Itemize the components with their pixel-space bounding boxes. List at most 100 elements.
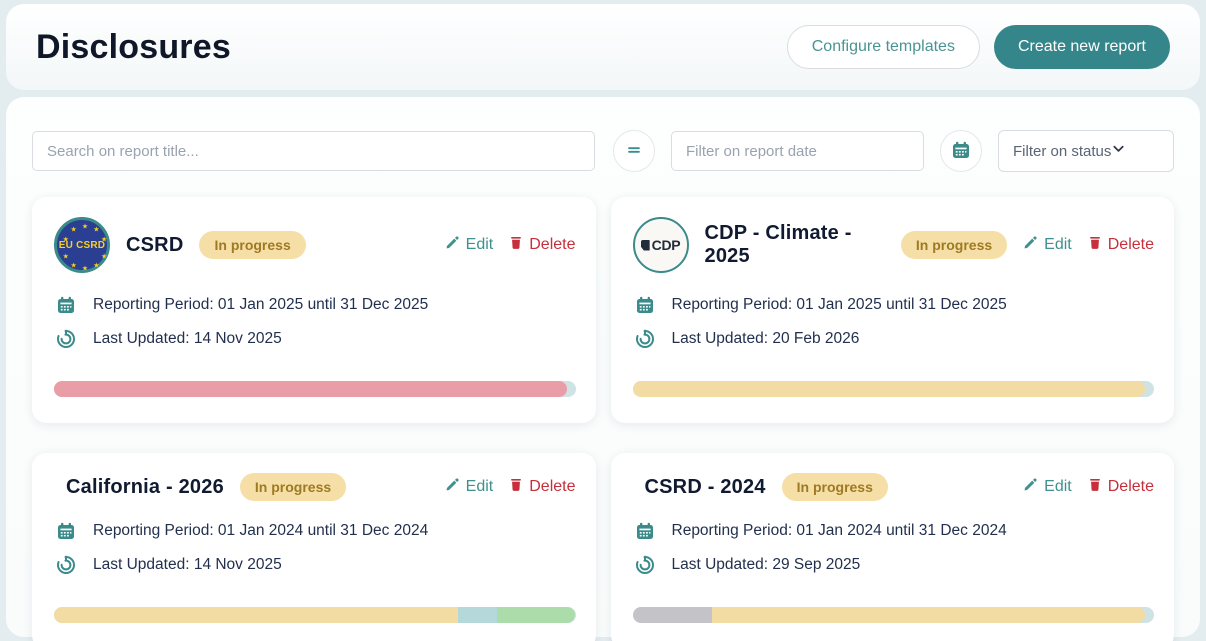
progress-bar (54, 607, 576, 623)
report-card-csrd: EU CSRD ★ ★ ★ ★ ★ ★ ★ ★ ★ ★ CSRD In progress Edit… (32, 197, 596, 423)
history-icon (56, 329, 76, 349)
status-badge: In progress (781, 473, 888, 501)
cdp-logo: CDP (632, 217, 689, 273)
eu-star-icon: ★ (62, 253, 69, 260)
eu-star-icon: ★ (70, 262, 77, 270)
edit-label: Edit (1044, 236, 1072, 253)
status-badge: In progress (239, 473, 347, 501)
eu-star-icon: ★ (101, 253, 108, 260)
reporting-period-row: Reporting Period: 01 Jan 2024 until 31 D… (54, 521, 576, 541)
status-filter-select[interactable]: Filter on status (998, 130, 1174, 172)
edit-button[interactable]: Edit (445, 477, 494, 497)
progress-bar (632, 381, 1154, 397)
delete-button[interactable]: Delete (509, 235, 576, 255)
trash-icon (1088, 477, 1102, 497)
edit-button[interactable]: Edit (445, 235, 494, 255)
pencil-icon (1023, 235, 1038, 255)
chevron-down-icon (1111, 141, 1126, 161)
eu-star-icon: ★ (101, 236, 108, 243)
reporting-period-text: Reporting Period: 01 Jan 2024 until 31 D… (671, 522, 1007, 539)
last-updated-row: Last Updated: 29 Sep 2025 (633, 555, 1155, 575)
eu-star-icon: ★ (62, 236, 69, 243)
last-updated-text: Last Updated: 14 Nov 2025 (93, 556, 282, 573)
date-filter-input[interactable] (671, 131, 924, 171)
progress-segment (712, 607, 1146, 623)
calendar-icon (951, 140, 971, 163)
report-card-csrd-2024: CSRD - 2024 In progress Edit Delete (610, 453, 1174, 641)
delete-label: Delete (529, 478, 576, 495)
progress-bar (632, 607, 1154, 623)
status-badge: In progress (900, 231, 1008, 259)
calendar-icon (56, 295, 76, 315)
date-filter-mode-button[interactable] (613, 130, 655, 172)
eu-csrd-logo: EU CSRD ★ ★ ★ ★ ★ ★ ★ ★ ★ ★ (54, 217, 110, 273)
edit-button[interactable]: Edit (1023, 235, 1072, 255)
progress-segment (632, 607, 713, 623)
eu-star-icon: ★ (81, 265, 89, 273)
delete-button[interactable]: Delete (1088, 477, 1154, 497)
progress-segment (458, 607, 498, 623)
progress-segment (497, 607, 576, 623)
card-title: CSRD (126, 233, 184, 256)
delete-label: Delete (529, 236, 576, 253)
last-updated-row: Last Updated: 14 Nov 2025 (54, 329, 576, 349)
delete-button[interactable]: Delete (1088, 235, 1154, 255)
eu-star-icon: ★ (81, 223, 89, 231)
pencil-icon (445, 235, 460, 255)
eu-star-icon: ★ (70, 226, 77, 234)
report-card-cdp-climate-2025: CDP CDP - Climate - 2025 In progress Edi… (610, 197, 1174, 423)
cdp-logo-text: CDP (651, 237, 681, 253)
configure-templates-button[interactable]: Configure templates (786, 25, 980, 69)
reporting-period-text: Reporting Period: 01 Jan 2024 until 31 D… (93, 522, 429, 539)
delete-label: Delete (1107, 236, 1154, 253)
progress-bar (54, 381, 576, 397)
status-badge: In progress (199, 231, 306, 259)
filter-row: Filter on status (32, 130, 1174, 172)
last-updated-text: Last Updated: 20 Feb 2026 (671, 330, 860, 347)
delete-button[interactable]: Delete (509, 477, 576, 497)
edit-button[interactable]: Edit (1023, 477, 1072, 497)
history-icon (635, 329, 655, 349)
reporting-period-text: Reporting Period: 01 Jan 2025 until 31 D… (93, 296, 429, 313)
pencil-icon (445, 477, 460, 497)
card-title: CDP - Climate - 2025 (704, 222, 852, 267)
delete-label: Delete (1107, 478, 1154, 495)
last-updated-text: Last Updated: 14 Nov 2025 (93, 330, 282, 347)
reporting-period-row: Reporting Period: 01 Jan 2025 until 31 D… (54, 295, 576, 315)
eu-star-icon: ★ (93, 226, 100, 234)
create-new-report-button[interactable]: Create new report (993, 25, 1170, 69)
reporting-period-text: Reporting Period: 01 Jan 2025 until 31 D… (671, 296, 1007, 313)
trash-icon (509, 477, 523, 497)
eu-star-icon: ★ (93, 262, 100, 270)
card-title: CSRD - 2024 (644, 475, 766, 498)
card-title: California - 2026 (66, 475, 224, 498)
progress-segment (632, 381, 1146, 397)
reporting-period-row: Reporting Period: 01 Jan 2025 until 31 D… (633, 295, 1155, 315)
calendar-icon (635, 521, 655, 541)
search-input[interactable] (32, 131, 595, 171)
edit-label: Edit (1044, 478, 1072, 495)
pencil-icon (1023, 477, 1038, 497)
progress-segment (54, 607, 459, 623)
trash-icon (509, 235, 523, 255)
content-panel: Filter on status EU CSRD ★★★★★★★★★★ CSRD… (6, 97, 1200, 641)
last-updated-text: Last Updated: 29 Sep 2025 (671, 556, 861, 573)
header-actions: Configure templates Create new report (786, 25, 1170, 69)
date-picker-button[interactable] (940, 130, 982, 172)
edit-label: Edit (465, 478, 494, 495)
report-card-grid: EU CSRD ★ ★ ★ ★ ★ ★ ★ ★ ★ ★ CSRD In progress Edit… (32, 197, 1174, 641)
calendar-icon (635, 295, 655, 315)
progress-segment (54, 381, 567, 397)
report-card-california-2026: California - 2026 In progress Edit Delet… (32, 453, 596, 641)
history-icon (56, 555, 76, 575)
reporting-period-row: Reporting Period: 01 Jan 2024 until 31 D… (633, 521, 1155, 541)
calendar-icon (56, 521, 76, 541)
page-title: Disclosures (36, 27, 231, 66)
last-updated-row: Last Updated: 20 Feb 2026 (633, 329, 1155, 349)
eu-csrd-logo-text: EU CSRD (58, 239, 106, 251)
equals-icon (625, 141, 643, 162)
cdp-logo-mark-icon (640, 239, 650, 251)
status-filter-label: Filter on status (1013, 142, 1112, 160)
trash-icon (1088, 235, 1102, 255)
edit-label: Edit (465, 236, 494, 253)
